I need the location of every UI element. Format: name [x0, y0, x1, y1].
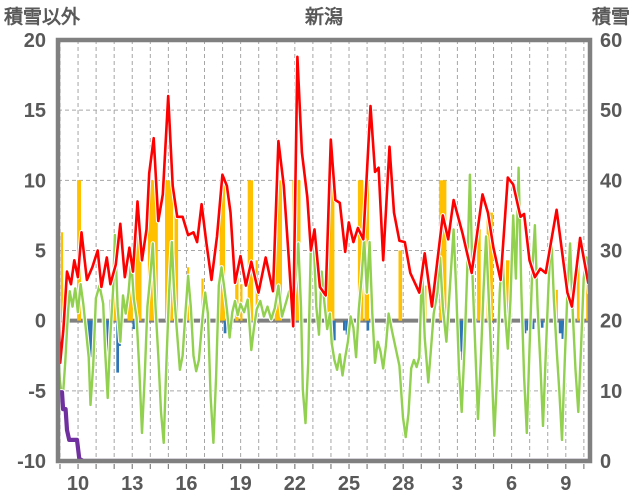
chart-title: 新潟 [304, 7, 343, 28]
blue-bars-bar [132, 320, 136, 330]
orange-bars-bar [247, 180, 254, 321]
y-axis-tick-left: 5 [35, 241, 46, 263]
orange-bars-bar [486, 212, 493, 321]
y-axis-tick-right: 20 [600, 311, 622, 333]
orange-bars-bar [60, 232, 64, 321]
orange-bars-bar [576, 242, 580, 321]
blue-bars-bar [540, 320, 544, 328]
y-axis-tick-right: 30 [600, 241, 622, 263]
blue-bars-bar [558, 320, 562, 334]
x-axis-tick: 6 [506, 473, 517, 495]
orange-bars-bar [327, 180, 335, 321]
x-axis-tick: 13 [121, 473, 143, 495]
x-axis-tick: 16 [175, 473, 197, 495]
x-axis-tick: 9 [560, 473, 571, 495]
orange-bars-bar [274, 180, 282, 321]
blue-bars-bar [88, 320, 91, 367]
x-axis-tick: 19 [230, 473, 252, 495]
blue-bars-bar [333, 320, 336, 341]
plot-frame [55, 37, 593, 464]
orange-bars-bar [165, 180, 174, 321]
orange-bars-bar [135, 236, 142, 321]
y-axis-tick-right: 40 [600, 170, 622, 192]
x-axis-tick: 25 [338, 473, 360, 495]
y-axis-tick-right: 50 [600, 100, 622, 122]
x-axis-tick: 22 [284, 473, 306, 495]
orange-bars-bar [219, 180, 226, 321]
x-axis-tick: 10 [67, 473, 89, 495]
x-axis-tick: 3 [452, 473, 463, 495]
y-axis-tick-left: -10 [17, 451, 46, 473]
right-axis-title: 積雪 [591, 7, 630, 28]
orange-bars-bar [586, 280, 589, 321]
y-axis-tick-left: 20 [24, 30, 46, 52]
y-axis-tick-left: 15 [24, 100, 46, 122]
orange-bars-bar [357, 180, 364, 321]
blue-bars-bar [345, 320, 349, 335]
blue-bars-bar [343, 320, 346, 331]
orange-bars-bar [506, 260, 510, 321]
blue-bars-bar [531, 320, 535, 330]
y-axis-tick-right: 60 [600, 30, 622, 52]
temperature-red [58, 55, 590, 365]
blue-bars-bar [561, 320, 565, 339]
orange-bars-bar [398, 250, 403, 321]
orange-bars-bar [174, 208, 179, 321]
blue-bars-bar [459, 320, 463, 352]
snow-depth-purple-halo [58, 389, 590, 461]
blue-bars-bar [526, 320, 529, 331]
series-group [58, 54, 590, 461]
y-axis-tick-left: 10 [24, 170, 46, 192]
y-axis-tick-left: -5 [28, 381, 46, 403]
blue-bars-bar [223, 320, 227, 334]
orange-bars-bar [235, 275, 239, 321]
x-axis-tick: 28 [392, 473, 414, 495]
blue-bars-bar [523, 320, 527, 334]
blue-bars-bar [116, 320, 119, 373]
orange-bars-bar [439, 180, 447, 321]
snow-depth-purple [58, 390, 590, 461]
y-axis-tick-right: 10 [600, 381, 622, 403]
left-axis-title: 積雪以外 [4, 7, 81, 28]
orange-bars-bar [477, 229, 481, 321]
y-axis-tick-left: 0 [35, 311, 46, 333]
blue-bars-bar [366, 320, 370, 331]
y-axis-tick-right: 0 [600, 451, 611, 473]
blue-bars-bar [90, 320, 93, 358]
